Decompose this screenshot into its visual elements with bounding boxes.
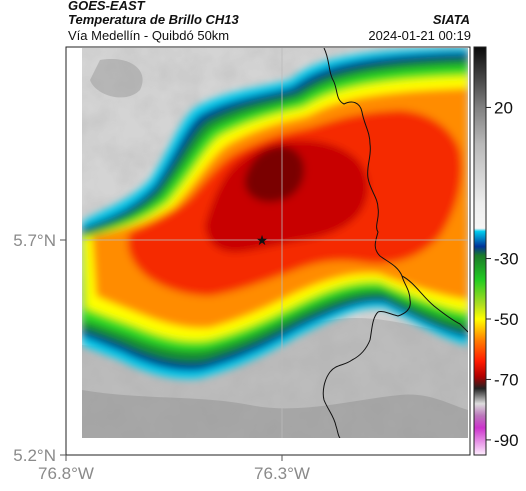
x-tick-label: 76.8°W xyxy=(38,464,94,483)
border-line xyxy=(322,311,379,438)
satellite-image xyxy=(82,48,468,438)
location-subtitle: Vía Medellín - Quibdó 50km xyxy=(68,28,230,43)
colorbar-tick-label: -70 xyxy=(494,370,519,389)
star-marker: ★ xyxy=(256,233,269,249)
satellite-title: GOES-EAST xyxy=(68,0,145,13)
y-tick-label: 5.2°N xyxy=(13,446,56,465)
timestamp-label: 2024-01-21 00:19 xyxy=(368,28,471,43)
ground-dark-area xyxy=(82,390,468,438)
colorbar-tick-label: -30 xyxy=(494,250,519,269)
colorbar-tick-label: 20 xyxy=(494,98,513,117)
cloud-patch xyxy=(90,59,143,98)
organization-label: SIATA xyxy=(432,12,470,27)
x-tick-label: 76.3°W xyxy=(254,464,310,483)
y-tick-label: 5.7°N xyxy=(13,231,56,250)
contour-cold-core xyxy=(244,146,305,203)
colorbar-ticks: 20 -30 -50 -70 -90 xyxy=(486,98,519,450)
border-line xyxy=(401,275,468,333)
colorbar-tick-label: -50 xyxy=(494,310,519,329)
colorbar xyxy=(473,46,487,456)
product-title: Temperatura de Brillo CH13 xyxy=(68,12,239,27)
border-line xyxy=(323,48,411,317)
colorbar-tick-label: -90 xyxy=(494,431,519,450)
storm-contours xyxy=(82,48,468,379)
